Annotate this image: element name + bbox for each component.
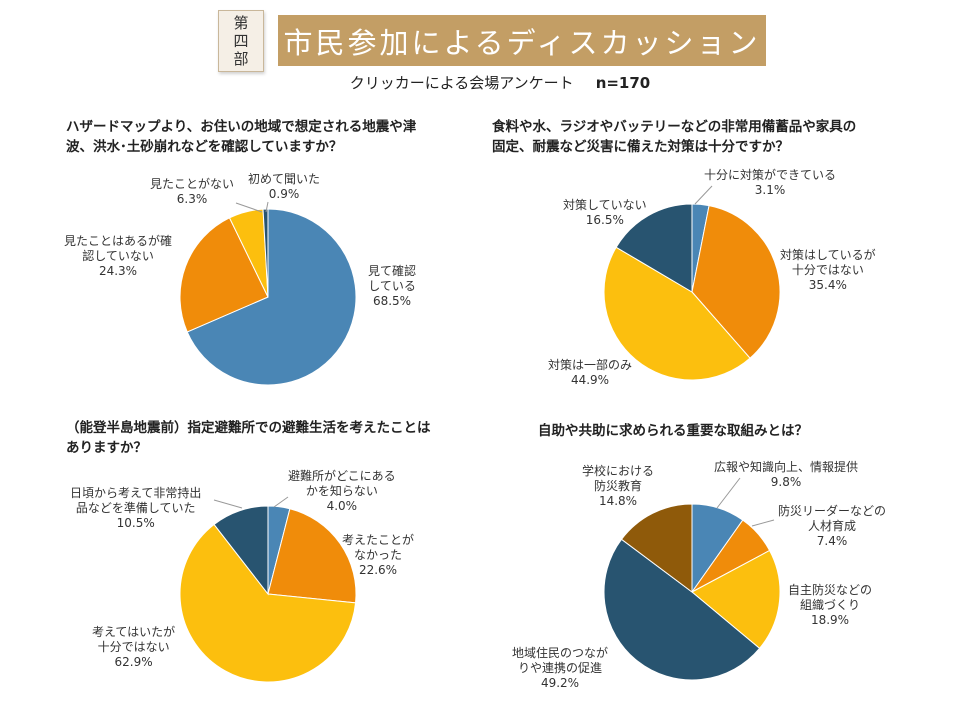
- part-badge-char: 四: [233, 32, 249, 50]
- slice-value: 16.5%: [585, 213, 624, 227]
- chart-1-title: ハザードマップより、お住いの地域で想定される地震や津 波、洪水･土砂崩れなどを確…: [66, 119, 417, 155]
- slice-value: 22.6%: [358, 563, 398, 577]
- slice-label: 対策は一部のみ 44.9%: [548, 358, 632, 388]
- slice-label-text: 見て確認 している: [368, 264, 417, 293]
- sample-size: n=170: [595, 74, 651, 92]
- slice-value: 68.5%: [372, 294, 412, 308]
- leader-lines: [213, 185, 775, 527]
- page-title: 市民参加によるディスカッション: [283, 25, 761, 60]
- slice-label: 広報や知識向上、情報提供 9.8%: [714, 460, 858, 490]
- slice-value: 4.0%: [326, 499, 358, 513]
- slice-label: 防災リーダーなどの 人材育成 7.4%: [778, 504, 886, 549]
- slice-value: 49.2%: [540, 676, 580, 690]
- slice-label-text: 見たことがない: [150, 177, 235, 191]
- pie-slice: [179, 217, 269, 333]
- slice-label-text: 考えてはいたが 十分ではない: [92, 625, 176, 654]
- slice-label: 避難所がどこにある かを知らない 4.0%: [288, 469, 396, 514]
- title-banner: 市民参加によるディスカッション: [278, 15, 766, 66]
- slice-label: 見たことはあるが確 認していない 24.3%: [64, 234, 172, 279]
- slice-label-text: 考えたことが なかった: [342, 533, 415, 562]
- slice-label: 考えてはいたが 十分ではない 62.9%: [92, 625, 175, 670]
- slice-label-text: 自主防災などの 組織づくり: [788, 583, 873, 612]
- leader-line: [694, 185, 713, 205]
- slice-label: 考えたことが なかった 22.6%: [342, 533, 414, 578]
- slice-label: 地域住民のつなが りや連携の促進 49.2%: [512, 646, 608, 691]
- pie-slice: [603, 538, 761, 681]
- slice-label-text: 見たことはあるが確 認していない: [64, 234, 173, 263]
- slice-value: 6.3%: [176, 192, 208, 206]
- subtitle: クリッカーによる会場アンケート n=170: [0, 72, 960, 93]
- pie-chart-1: [179, 208, 357, 386]
- pie-chart-2: [603, 203, 781, 381]
- slice-label: 自主防災などの 組織づくり 18.9%: [788, 583, 872, 628]
- slice-value: 10.5%: [116, 516, 155, 530]
- leader-line: [213, 499, 243, 509]
- pie-slice: [615, 203, 693, 293]
- leader-line: [235, 202, 263, 213]
- slice-label: 見て確認 している 68.5%: [368, 264, 416, 309]
- slice-label-text: 対策していない: [563, 198, 647, 212]
- pie-slice: [186, 208, 357, 386]
- slice-label: 見たことがない 6.3%: [150, 177, 234, 207]
- leader-line: [751, 519, 775, 527]
- slice-label: 対策していない 16.5%: [563, 198, 647, 228]
- slice-label-text: 対策はしているが 十分ではない: [780, 248, 876, 277]
- pie-slice: [213, 505, 269, 596]
- pie-slice: [267, 508, 357, 604]
- slice-label: 十分に対策ができている 3.1%: [704, 168, 836, 198]
- slice-value: 35.4%: [808, 278, 847, 292]
- slice-label-text: 防災リーダーなどの 人材育成: [778, 504, 887, 533]
- slice-value: 3.1%: [754, 183, 786, 197]
- chart-4-title: 自助や共助に求められる重要な取組みとは？: [538, 423, 808, 439]
- pie-slice: [691, 205, 781, 359]
- chart-3-title: （能登半島地震前）指定避難所での避難生活を考えたことは ありますか？: [66, 420, 431, 456]
- slice-label-text: 対策は一部のみ: [548, 358, 633, 372]
- slice-label-text: 十分に対策ができている: [704, 168, 837, 182]
- subtitle-text: クリッカーによる会場アンケート: [349, 74, 574, 92]
- pie-slice: [179, 523, 357, 683]
- slice-value: 7.4%: [816, 534, 848, 548]
- slice-label-text: 初めて聞いた: [248, 172, 321, 186]
- slice-label: 初めて聞いた 0.9%: [248, 172, 320, 202]
- slice-value: 44.9%: [570, 373, 610, 387]
- pie-slice: [691, 549, 781, 650]
- pie-chart-3: [179, 505, 357, 683]
- slice-label: 学校における 防災教育 14.8%: [582, 464, 654, 509]
- slice-label-text: 日頃から考えて非常持出 品などを準備していた: [70, 486, 202, 515]
- pie-slice: [620, 503, 693, 593]
- slice-label: 日頃から考えて非常持出 品などを準備していた 10.5%: [70, 486, 201, 531]
- pie-slice: [262, 208, 269, 298]
- slice-label-text: 地域住民のつなが りや連携の促進: [512, 646, 609, 675]
- slice-value: 62.9%: [114, 655, 153, 669]
- slice-label-text: 避難所がどこにある かを知らない: [288, 469, 396, 498]
- slice-label: 対策はしているが 十分ではない 35.4%: [780, 248, 876, 293]
- slice-value: 0.9%: [268, 187, 300, 201]
- part-badge: 第 四 部: [218, 10, 264, 72]
- slice-label-text: 学校における 防災教育: [582, 464, 655, 493]
- pie-slice: [603, 246, 751, 381]
- leader-line: [265, 201, 269, 213]
- part-badge-char: 第: [233, 14, 249, 32]
- slice-value: 14.8%: [598, 494, 638, 508]
- slice-value: 18.9%: [810, 613, 850, 627]
- slice-value: 9.8%: [770, 475, 802, 489]
- part-badge-char: 部: [233, 50, 249, 68]
- chart-2-title: 食料や水、ラジオやバッテリーなどの非常用備蓄品や家具の 固定、耐震など災害に備え…: [492, 119, 857, 155]
- slice-value: 24.3%: [98, 264, 138, 278]
- slice-label-text: 広報や知識向上、情報提供: [714, 460, 859, 474]
- pie-chart-4: [603, 503, 781, 681]
- leader-line: [716, 477, 741, 509]
- leader-line: [273, 496, 289, 508]
